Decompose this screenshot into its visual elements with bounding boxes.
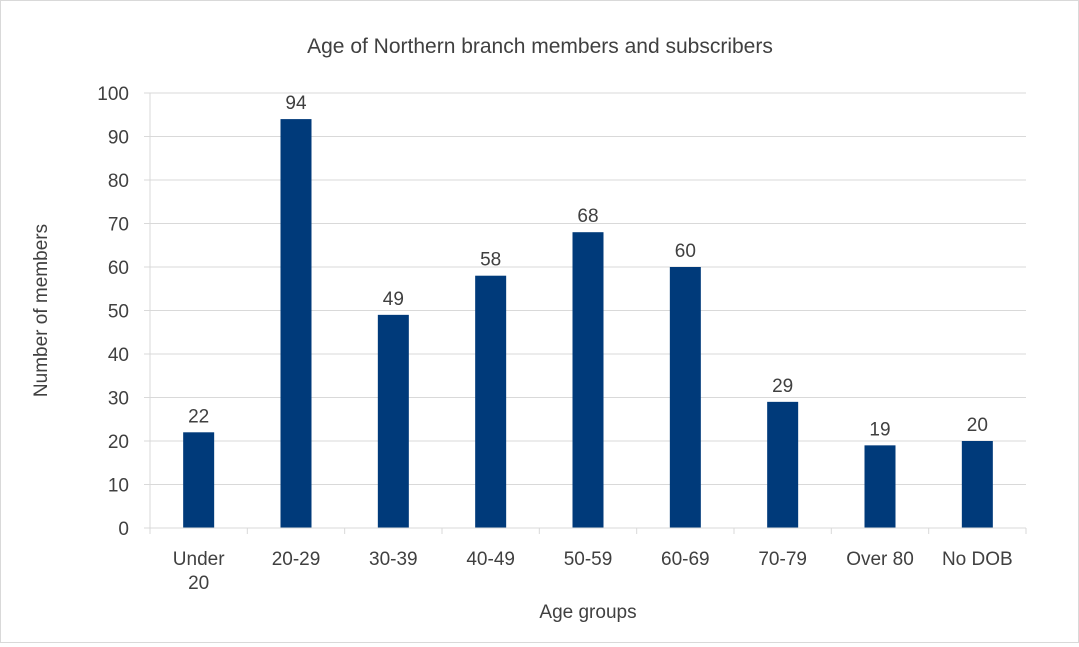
bar <box>961 441 993 528</box>
bar <box>183 432 215 528</box>
x-tick-label: 20-29 <box>272 549 321 570</box>
y-tick-label: 60 <box>108 258 129 279</box>
y-tick-label: 30 <box>108 389 129 410</box>
x-tick-label: 20 <box>188 573 209 594</box>
data-labels: 22 94 49 58 68 60 29 19 20 <box>188 93 988 440</box>
bar <box>475 275 507 528</box>
bar <box>280 119 312 528</box>
y-axis-ticks: 0 10 20 30 40 50 60 70 80 90 100 <box>97 84 150 540</box>
y-tick-label: 90 <box>108 128 129 149</box>
x-axis-title: Age groups <box>539 602 636 623</box>
y-tick-label: 40 <box>108 345 129 366</box>
bar <box>377 314 409 528</box>
data-label: 22 <box>188 406 209 427</box>
data-label: 58 <box>480 250 501 271</box>
x-tick-label: 30-39 <box>369 549 418 570</box>
x-tick-label: Under <box>173 549 225 570</box>
data-label: 19 <box>869 419 890 440</box>
y-tick-label: 100 <box>97 84 129 105</box>
bar <box>864 445 896 528</box>
data-label: 29 <box>772 376 793 397</box>
bar <box>767 401 799 528</box>
data-label: 94 <box>285 93 307 114</box>
y-tick-label: 80 <box>108 171 129 192</box>
y-tick-label: 0 <box>118 519 129 540</box>
bar <box>669 267 701 528</box>
y-tick-label: 50 <box>108 302 129 323</box>
y-tick-label: 20 <box>108 432 129 453</box>
bars <box>183 119 993 528</box>
x-tick-label: 60-69 <box>661 549 710 570</box>
y-axis-title: Number of members <box>31 224 52 397</box>
y-tick-label: 70 <box>108 215 129 236</box>
data-label: 68 <box>577 206 598 227</box>
data-label: 60 <box>675 241 696 262</box>
chart-title: Age of Northern branch members and subsc… <box>307 35 773 58</box>
y-tick-label: 10 <box>108 476 129 497</box>
data-label: 49 <box>383 289 404 310</box>
data-label: 20 <box>967 415 988 436</box>
x-axis-ticks: Under 20 20-29 30-39 40-49 50-59 60-69 70-79 Ove… <box>149 528 1027 594</box>
x-tick-label: 50-59 <box>564 549 613 570</box>
x-tick-label: 70-79 <box>758 549 807 570</box>
x-tick-label: 40-49 <box>466 549 515 570</box>
x-tick-label: Over 80 <box>846 549 914 570</box>
bar <box>572 232 604 528</box>
x-tick-label: No DOB <box>942 549 1013 570</box>
